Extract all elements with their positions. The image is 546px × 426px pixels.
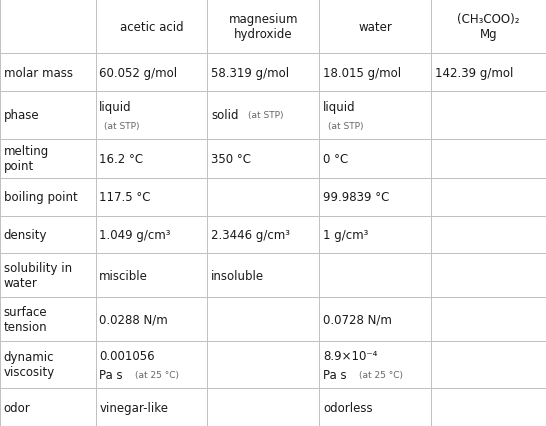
Text: solid: solid bbox=[211, 109, 239, 122]
Text: 99.9839 °C: 99.9839 °C bbox=[323, 191, 390, 204]
Text: 58.319 g/mol: 58.319 g/mol bbox=[211, 66, 289, 79]
Text: vinegar-like: vinegar-like bbox=[99, 401, 168, 414]
Text: 0.0288 N/m: 0.0288 N/m bbox=[99, 313, 168, 325]
Text: (at 25 °C): (at 25 °C) bbox=[359, 370, 403, 379]
Text: 1 g/cm³: 1 g/cm³ bbox=[323, 228, 369, 242]
Text: (at STP): (at STP) bbox=[248, 111, 284, 120]
Text: Pa s: Pa s bbox=[99, 368, 123, 381]
Text: 0.0728 N/m: 0.0728 N/m bbox=[323, 313, 392, 325]
Text: 0 °C: 0 °C bbox=[323, 153, 348, 165]
Text: 117.5 °C: 117.5 °C bbox=[99, 191, 151, 204]
Text: (at 25 °C): (at 25 °C) bbox=[135, 370, 179, 379]
Text: insoluble: insoluble bbox=[211, 269, 264, 282]
Text: water: water bbox=[358, 20, 393, 34]
Text: phase: phase bbox=[4, 109, 39, 122]
Text: acetic acid: acetic acid bbox=[120, 20, 183, 34]
Text: density: density bbox=[4, 228, 48, 242]
Text: boiling point: boiling point bbox=[4, 191, 78, 204]
Text: 2.3446 g/cm³: 2.3446 g/cm³ bbox=[211, 228, 290, 242]
Text: 1.049 g/cm³: 1.049 g/cm³ bbox=[99, 228, 171, 242]
Text: (at STP): (at STP) bbox=[104, 121, 139, 130]
Text: magnesium
hydroxide: magnesium hydroxide bbox=[229, 13, 298, 41]
Text: 18.015 g/mol: 18.015 g/mol bbox=[323, 66, 401, 79]
Text: 60.052 g/mol: 60.052 g/mol bbox=[99, 66, 177, 79]
Text: dynamic
viscosity: dynamic viscosity bbox=[4, 351, 55, 379]
Text: miscible: miscible bbox=[99, 269, 149, 282]
Text: liquid: liquid bbox=[99, 101, 132, 113]
Text: 16.2 °C: 16.2 °C bbox=[99, 153, 144, 165]
Text: (at STP): (at STP) bbox=[328, 121, 363, 130]
Text: 8.9×10⁻⁴: 8.9×10⁻⁴ bbox=[323, 350, 378, 363]
Text: surface
tension: surface tension bbox=[4, 305, 48, 333]
Text: 350 °C: 350 °C bbox=[211, 153, 251, 165]
Text: odor: odor bbox=[4, 401, 31, 414]
Text: liquid: liquid bbox=[323, 101, 356, 113]
Text: Pa s: Pa s bbox=[323, 368, 347, 381]
Text: melting
point: melting point bbox=[4, 145, 49, 173]
Text: 0.001056: 0.001056 bbox=[99, 350, 155, 363]
Text: 142.39 g/mol: 142.39 g/mol bbox=[435, 66, 514, 79]
Text: solubility in
water: solubility in water bbox=[4, 262, 72, 290]
Text: molar mass: molar mass bbox=[4, 66, 73, 79]
Text: (CH₃COO)₂
Mg: (CH₃COO)₂ Mg bbox=[458, 13, 520, 41]
Text: odorless: odorless bbox=[323, 401, 373, 414]
